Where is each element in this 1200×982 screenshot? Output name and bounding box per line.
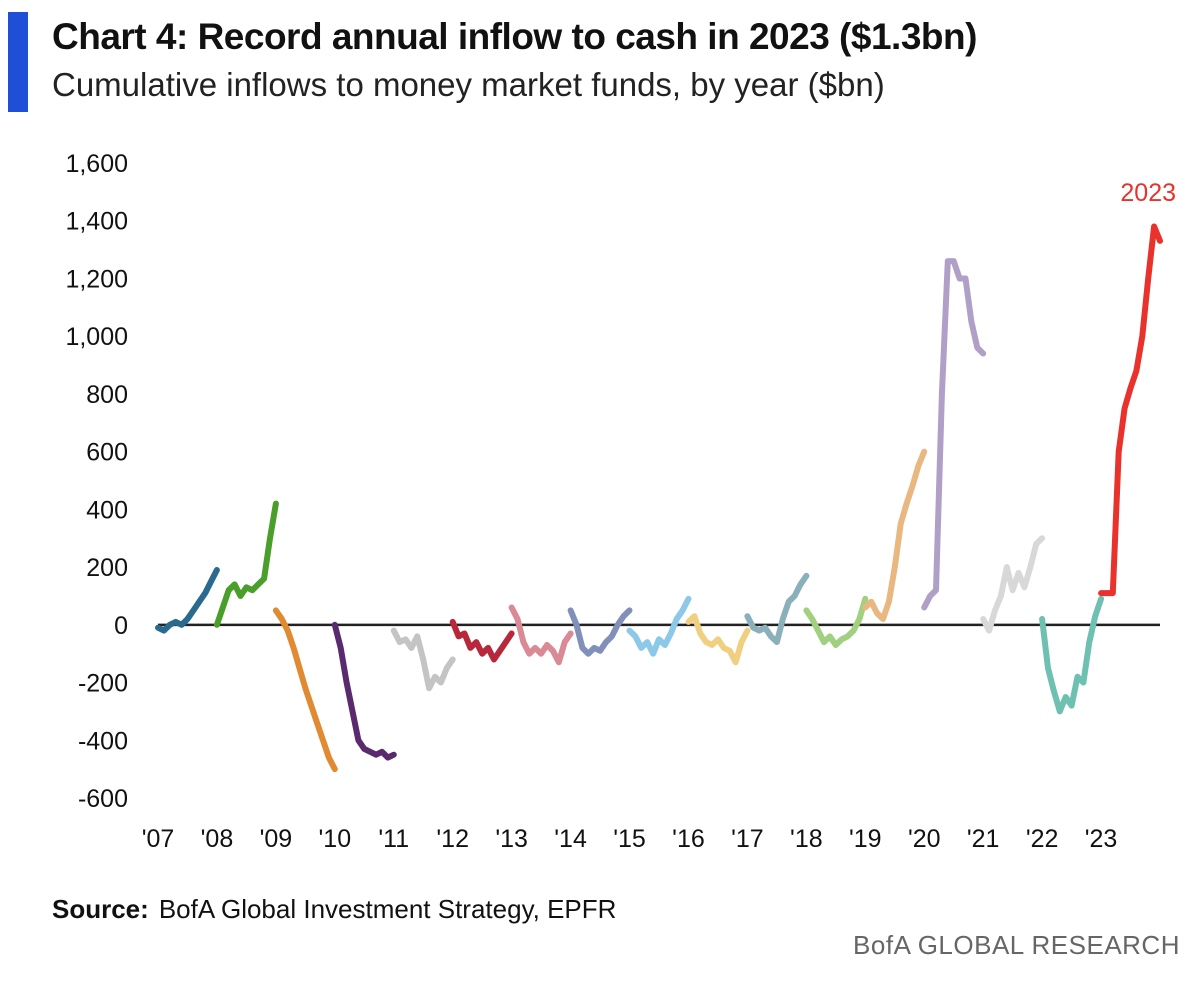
series-line-20 bbox=[921, 258, 987, 611]
y-tick-label: 600 bbox=[86, 439, 128, 467]
y-tick-label: 1,400 bbox=[65, 208, 128, 236]
series-line-18 bbox=[803, 595, 869, 648]
x-tick-label: '14 bbox=[554, 825, 587, 853]
y-tick-label: -600 bbox=[78, 785, 128, 813]
source-note: Source: BofA Global Investment Strategy, … bbox=[52, 894, 616, 925]
x-tick-label: '12 bbox=[436, 825, 469, 853]
y-tick-label: 800 bbox=[86, 381, 128, 409]
series-line-11 bbox=[390, 627, 456, 692]
series-line-17 bbox=[744, 572, 810, 646]
series-line-12 bbox=[449, 618, 515, 663]
y-tick-label: 1,600 bbox=[65, 150, 128, 178]
series-line-19 bbox=[862, 448, 928, 622]
annotation-2023: 2023 bbox=[1120, 179, 1176, 207]
x-tick-label: '08 bbox=[201, 825, 234, 853]
series-line-10 bbox=[331, 621, 397, 761]
brand-footer: BofA GLOBAL RESEARCH bbox=[853, 930, 1180, 960]
x-tick-label: '11 bbox=[378, 825, 409, 853]
source-text: BofA Global Investment Strategy, EPFR bbox=[158, 894, 617, 924]
series-line-07 bbox=[155, 567, 220, 634]
x-tick-label: '23 bbox=[1085, 825, 1118, 853]
line-chart: 1,600 1,400 1,200 1,000 800 600 400 200 0 -200 -40… bbox=[65, 150, 1176, 853]
x-tick-label: '10 bbox=[319, 825, 352, 853]
series-line-22 bbox=[1039, 595, 1105, 715]
x-tick-label: '20 bbox=[908, 825, 941, 853]
x-tick-label: '07 bbox=[142, 825, 175, 853]
y-tick-label: -400 bbox=[78, 727, 128, 755]
series-line-13 bbox=[508, 604, 574, 666]
x-tick-label: '17 bbox=[731, 825, 764, 853]
x-tick-label: '09 bbox=[260, 825, 293, 853]
series-line-08 bbox=[213, 500, 279, 628]
x-tick-label: '15 bbox=[613, 825, 646, 853]
series-line-14 bbox=[567, 607, 633, 657]
y-tick-label: 200 bbox=[86, 554, 128, 582]
series-line-23 bbox=[1098, 223, 1163, 597]
y-tick-label: -200 bbox=[78, 670, 128, 698]
x-tick-label: '22 bbox=[1026, 825, 1059, 853]
series-line-16 bbox=[685, 613, 751, 666]
y-tick-label: 1,000 bbox=[65, 323, 128, 351]
y-axis-ticks: 1,600 1,400 1,200 1,000 800 600 400 200 0 -200 -40… bbox=[65, 150, 128, 813]
chart-title: Chart 4: Record annual inflow to cash in… bbox=[52, 16, 977, 57]
x-tick-label: '18 bbox=[790, 825, 823, 853]
x-tick-label: '13 bbox=[495, 825, 528, 853]
x-tick-label: '16 bbox=[672, 825, 705, 853]
x-tick-label: '19 bbox=[849, 825, 882, 853]
y-tick-label: 0 bbox=[114, 612, 128, 640]
source-label: Source: bbox=[52, 894, 149, 924]
series-line-21 bbox=[980, 535, 1046, 634]
chart-subtitle: Cumulative inflows to money market funds… bbox=[52, 66, 885, 103]
series-line-15 bbox=[626, 595, 692, 657]
x-tick-label: '21 bbox=[967, 825, 1000, 853]
y-tick-label: 1,200 bbox=[65, 265, 128, 293]
title-accent-bar bbox=[8, 12, 28, 112]
y-tick-label: 400 bbox=[86, 496, 128, 524]
series-line-09 bbox=[272, 607, 338, 773]
series-group bbox=[155, 223, 1163, 773]
x-axis-ticks: '07 '08 '09 '10 '11 '12 '13 '14 '15 '16 '17 '18 '19 '… bbox=[142, 825, 1118, 853]
